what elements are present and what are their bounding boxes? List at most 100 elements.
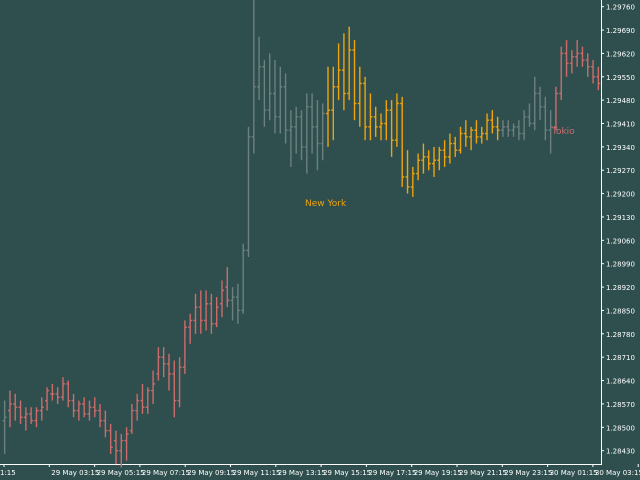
x-tick-label: 29 May 11:15	[233, 469, 281, 477]
ohlc-bar	[288, 110, 293, 167]
y-tick-label: 1.29060	[606, 237, 635, 245]
ohlc-bar	[230, 287, 235, 321]
ohlc-bar	[511, 123, 516, 137]
ohlc-bar	[214, 297, 219, 328]
ohlc-bar	[485, 113, 490, 141]
ohlc-bar	[405, 150, 410, 194]
ohlc-bar	[225, 267, 230, 308]
ohlc-bar	[246, 126, 251, 258]
x-tick-label: 29 May 23:15	[504, 469, 552, 477]
ohlc-bar	[416, 153, 421, 181]
y-tick-label: 1.29550	[606, 74, 635, 82]
y-tick-label: 1.28780	[606, 331, 635, 339]
x-tick-label: 30 May 01:15	[550, 469, 598, 477]
ohlc-bar	[251, 0, 256, 154]
y-tick-label: 1.29200	[606, 191, 635, 199]
ohlc-bar	[432, 146, 437, 177]
ohlc-bar	[82, 397, 87, 418]
ohlc-bar	[538, 86, 543, 121]
y-tick-label: 1.29760	[606, 4, 635, 12]
ohlc-bar	[182, 320, 187, 374]
ohlc-bar	[294, 106, 299, 154]
ohlc-bar	[45, 387, 50, 411]
ohlc-bar	[50, 383, 55, 401]
ohlc-bar	[320, 103, 325, 161]
ohlc-bar	[469, 126, 474, 151]
y-tick-label: 1.29480	[606, 97, 635, 105]
ohlc-bar	[447, 133, 452, 164]
ohlc-bar	[363, 76, 368, 141]
x-tick-label: 29 May 03:15	[51, 469, 99, 477]
ohlc-bar	[23, 407, 28, 431]
ohlc-bar	[177, 357, 182, 408]
ohlc-bar	[400, 96, 405, 187]
ohlc-bar	[145, 387, 150, 414]
ohlc-bar	[71, 393, 76, 418]
ohlc-bar	[66, 380, 71, 408]
y-tick-label: 1.28500	[606, 424, 635, 432]
ohlc-bar	[522, 110, 527, 141]
ohlc-bar	[7, 390, 12, 428]
ohlc-bar	[257, 36, 262, 101]
ohlc-bar	[580, 46, 585, 67]
ohlc-bar	[2, 400, 7, 454]
ohlc-bar	[188, 313, 193, 344]
ohlc-bar	[209, 293, 214, 334]
y-tick-label: 1.29270	[606, 167, 635, 175]
ohlc-bar	[39, 397, 44, 421]
x-tick-label: 29 May 05:15	[97, 469, 145, 477]
y-tick-label: 1.28990	[606, 261, 635, 269]
ohlc-bar	[140, 383, 145, 414]
y-tick-label: 1.29690	[606, 27, 635, 35]
ohlc-bar	[193, 293, 198, 334]
ohlc-bar	[76, 400, 81, 421]
x-tick-label: 29 May 19:15	[414, 469, 462, 477]
ohlc-bar	[87, 400, 92, 421]
ohlc-bar	[453, 136, 458, 157]
ohlc-bar	[442, 140, 447, 167]
y-tick-label: 1.28640	[606, 378, 635, 386]
ohlc-bar	[161, 347, 166, 378]
ohlc-bar	[379, 113, 384, 141]
ohlc-bar	[60, 377, 65, 401]
ohlc-bar	[543, 96, 548, 141]
ohlc-bar	[373, 106, 378, 137]
ohlc-bar	[596, 66, 601, 91]
y-axis-ticks: 1.29760 1.29690 1.29620 1.29550 1.29480 1.294…	[601, 4, 635, 456]
ohlc-bar	[55, 387, 60, 404]
y-tick-label: 1.28430	[606, 448, 635, 456]
ohlc-bar	[18, 400, 23, 424]
ohlc-bar	[564, 40, 569, 77]
y-tick-label: 1.28570	[606, 401, 635, 409]
ohlc-bars	[2, 0, 601, 468]
ohlc-bar	[559, 46, 564, 101]
y-tick-label: 1.29410	[606, 121, 635, 129]
x-tick-label: 29 May 17:15	[368, 469, 416, 477]
x-tick-label: 29 May 07:15	[142, 469, 190, 477]
ohlc-bar	[13, 393, 18, 421]
ohlc-bar	[315, 100, 320, 171]
ohlc-bar	[262, 60, 267, 127]
ohlc-bar	[278, 66, 283, 134]
ohlc-bar	[426, 150, 431, 171]
ohlc-bar	[119, 433, 124, 468]
ohlc-bar	[553, 86, 558, 131]
ohlc-bar	[129, 403, 134, 434]
ohlc-bar	[368, 93, 373, 141]
ohlc-bar	[532, 76, 537, 131]
ohlc-bar	[326, 66, 331, 147]
ohlc-bar	[310, 93, 315, 154]
ohlc-bar	[204, 290, 209, 331]
ohlc-bar	[384, 100, 389, 141]
x-tick-label: 29 May 21:15	[459, 469, 507, 477]
ohlc-bar	[437, 146, 442, 171]
ohlc-bar	[166, 353, 171, 391]
ohlc-bar	[352, 40, 357, 121]
ohlc-bar	[341, 33, 346, 111]
ohlc-bar	[389, 100, 394, 157]
ohlc-bar	[410, 166, 415, 197]
